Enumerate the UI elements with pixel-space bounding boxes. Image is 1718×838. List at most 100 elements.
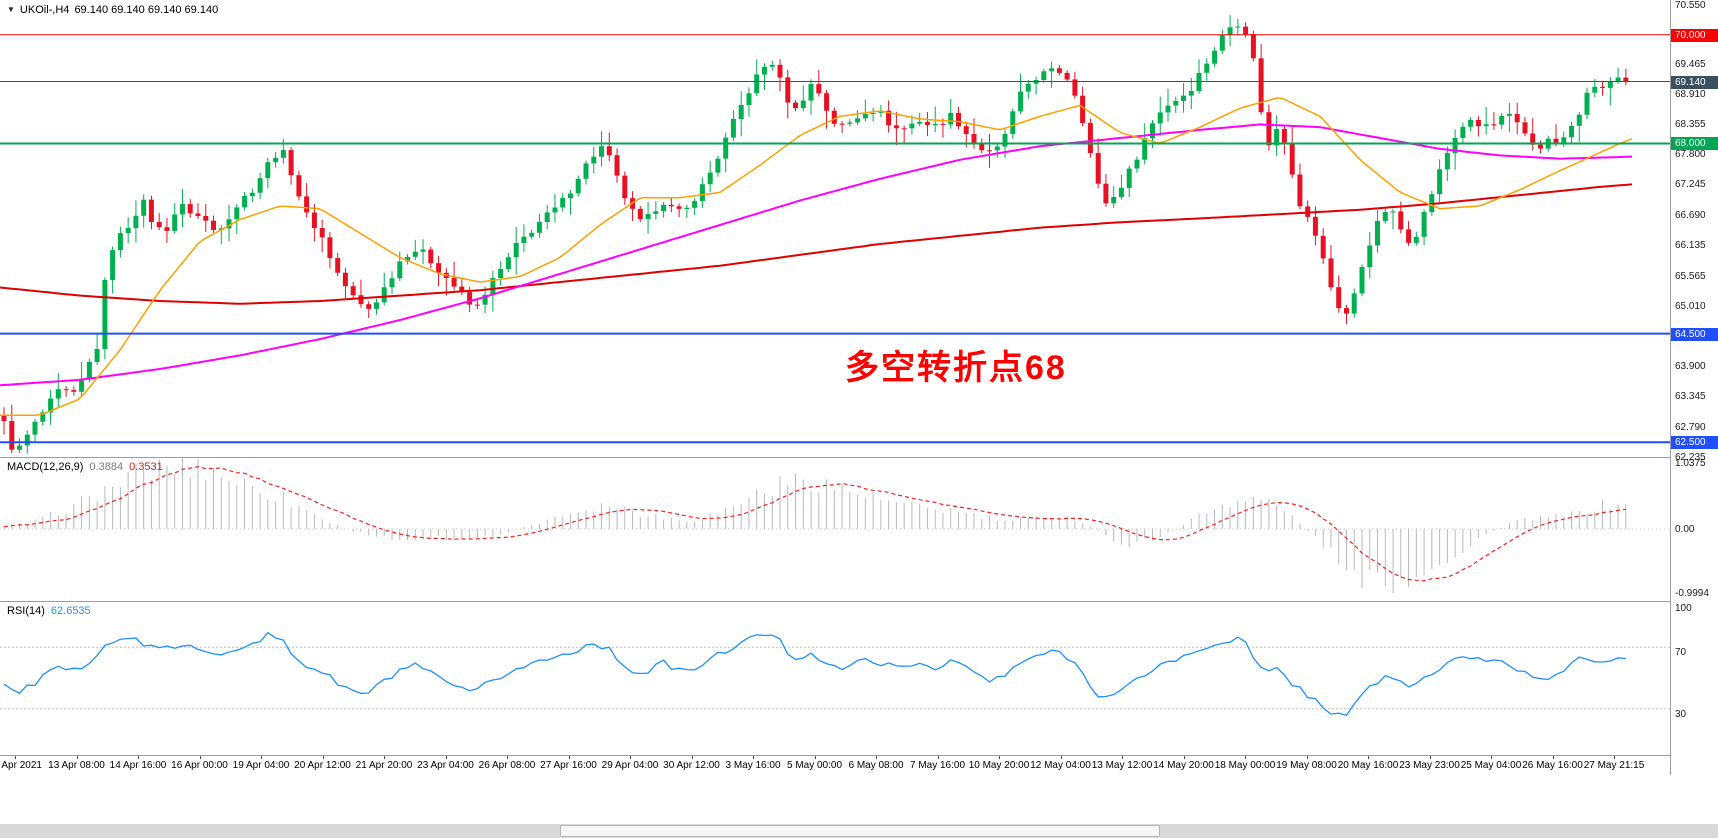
time-tick-mark <box>1183 755 1185 759</box>
time-axis-label: 14 Apr 16:00 <box>109 760 167 771</box>
time-tick-mark <box>445 755 447 759</box>
time-tick-mark <box>876 755 877 759</box>
rsi-value: 62.6535 <box>50 605 91 617</box>
price-level-badge: 64.500 <box>1671 327 1718 341</box>
time-tick-mark <box>753 755 754 759</box>
time-tick-mark <box>322 755 324 759</box>
macd-tick-label: 0.00 <box>1675 524 1695 535</box>
price-tick-label: 62.235 <box>1675 451 1706 463</box>
price-tick-label: 63.900 <box>1675 361 1706 373</box>
time-axis-label: 19 May 08:00 <box>1276 760 1337 771</box>
macd-value-main: 0.3884 <box>89 461 124 473</box>
time-axis[interactable]: 12 Apr 2021 13 Apr 08:00 14 Apr 16:00 16 Ap… <box>0 755 1718 777</box>
time-tick-mark <box>1060 755 1062 759</box>
time-axis-label: 23 Apr 04:00 <box>417 760 474 771</box>
rsi-header: RSI(14) 62.6535 <box>7 605 91 617</box>
price-tick-label: 65.010 <box>1675 300 1706 312</box>
time-axis-label: 12 May 04:00 <box>1030 760 1091 771</box>
time-tick-mark <box>1429 755 1431 759</box>
rsi-tick-label: 70 <box>1675 647 1687 659</box>
rsi-tick-label: 30 <box>1675 708 1687 720</box>
time-tick-mark <box>507 755 508 759</box>
time-tick-mark <box>568 755 570 759</box>
price-level-badge: 62.500 <box>1671 436 1718 450</box>
time-tick-mark <box>937 755 939 759</box>
ohlc-values: 69.140 69.140 69.140 69.140 <box>74 4 219 16</box>
price-level-badge: 70.000 <box>1671 28 1718 42</box>
time-tick-mark <box>138 755 139 759</box>
price-axis[interactable]: 70.550 69.465 68.910 68.355 67.800 67.245 66.6… <box>1670 0 1718 775</box>
price-tick-label: 68.910 <box>1675 89 1706 100</box>
main-chart-canvas[interactable] <box>0 0 1670 457</box>
panel-separator[interactable] <box>0 457 1718 458</box>
macd-header: MACD(12,26,9) 0.3884 0.3531 <box>7 461 163 473</box>
time-axis-label: 26 Apr 08:00 <box>478 760 536 771</box>
macd-tick-label: -0.9994 <box>1675 587 1709 599</box>
time-axis-label: 30 Apr 12:00 <box>663 760 720 771</box>
time-axis-label: 13 May 12:00 <box>1091 760 1153 771</box>
price-tick-label: 67.245 <box>1675 179 1706 191</box>
scrollbar-thumb[interactable] <box>560 825 1160 837</box>
time-axis-label: 18 May 00:00 <box>1214 760 1276 771</box>
time-axis-label: 21 Apr 20:00 <box>355 760 413 771</box>
price-tick-label: 65.565 <box>1675 270 1706 282</box>
price-tick-label: 67.800 <box>1675 149 1706 161</box>
time-axis-label: 16 Apr 00:00 <box>171 760 228 771</box>
time-tick-mark <box>261 755 262 759</box>
chart-annotation: 多空转折点68 <box>845 349 1067 387</box>
time-tick-mark <box>1306 755 1308 759</box>
chart-header: ▼ UKOil-,H4 69.140 69.140 69.140 69.140 <box>7 4 218 16</box>
price-level-badge: 68.000 <box>1671 137 1718 151</box>
time-axis-label: 6 May 08:00 <box>848 760 904 771</box>
time-axis-label: 13 Apr 08:00 <box>48 760 105 771</box>
time-axis-label: 27 Apr 16:00 <box>540 760 597 771</box>
time-tick-mark <box>691 755 693 759</box>
time-tick-mark <box>1122 755 1123 759</box>
price-tick-label: 69.465 <box>1675 58 1706 70</box>
price-tick-label: 66.690 <box>1675 209 1706 221</box>
rsi-canvas[interactable] <box>0 601 1670 755</box>
price-tick-label: 66.135 <box>1675 239 1706 251</box>
time-tick-mark <box>15 755 16 759</box>
time-axis-label: 20 Apr 12:00 <box>294 760 351 771</box>
macd-value-signal: 0.3531 <box>129 461 163 473</box>
time-axis-label: 25 May 04:00 <box>1460 760 1522 771</box>
time-axis-label: 27 May 21:15 <box>1583 760 1645 771</box>
time-tick-mark <box>630 755 631 759</box>
panel-separator <box>0 755 1718 756</box>
time-tick-mark <box>199 755 201 759</box>
time-axis-label: 29 Apr 04:00 <box>601 760 659 771</box>
chart-title: UKOil-,H4 <box>19 4 70 16</box>
macd-canvas[interactable] <box>0 457 1670 601</box>
price-level-badge: 69.140 <box>1671 75 1718 89</box>
symbol-marker-icon: ▼ <box>7 5 15 14</box>
price-tick-label: 70.550 <box>1675 0 1706 11</box>
time-axis-label: 20 May 16:00 <box>1337 760 1399 771</box>
price-tick-label: 63.345 <box>1675 391 1706 403</box>
time-axis-label: 7 May 16:00 <box>909 760 966 771</box>
price-tick-label: 62.790 <box>1675 421 1706 433</box>
rsi-tick-label: 100 <box>1675 603 1692 614</box>
time-tick-mark <box>1552 755 1554 759</box>
time-tick-mark <box>814 755 816 759</box>
rsi-label: RSI(14) <box>7 605 45 617</box>
price-tick-label: 68.355 <box>1675 119 1706 131</box>
time-tick-mark <box>384 755 385 759</box>
time-axis-label: 10 May 20:00 <box>968 760 1030 771</box>
time-axis-label: 5 May 00:00 <box>786 760 843 771</box>
time-tick-mark <box>1614 755 1615 759</box>
macd-label: MACD(12,26,9) <box>7 461 84 473</box>
panel-separator[interactable] <box>0 601 1718 602</box>
time-axis-label: 26 May 16:00 <box>1522 760 1583 771</box>
time-axis-label: 14 May 20:00 <box>1153 760 1214 771</box>
time-tick-mark <box>1368 755 1369 759</box>
time-tick-mark <box>1245 755 1246 759</box>
time-tick-mark <box>76 755 78 759</box>
time-axis-label: 23 May 23:00 <box>1399 760 1460 771</box>
macd-tick-label: 1.0375 <box>1675 457 1706 469</box>
time-axis-label: 19 Apr 04:00 <box>232 760 290 771</box>
time-tick-mark <box>1491 755 1492 759</box>
horizontal-scrollbar[interactable] <box>0 824 1718 838</box>
time-axis-label: 12 Apr 2021 <box>0 760 42 771</box>
